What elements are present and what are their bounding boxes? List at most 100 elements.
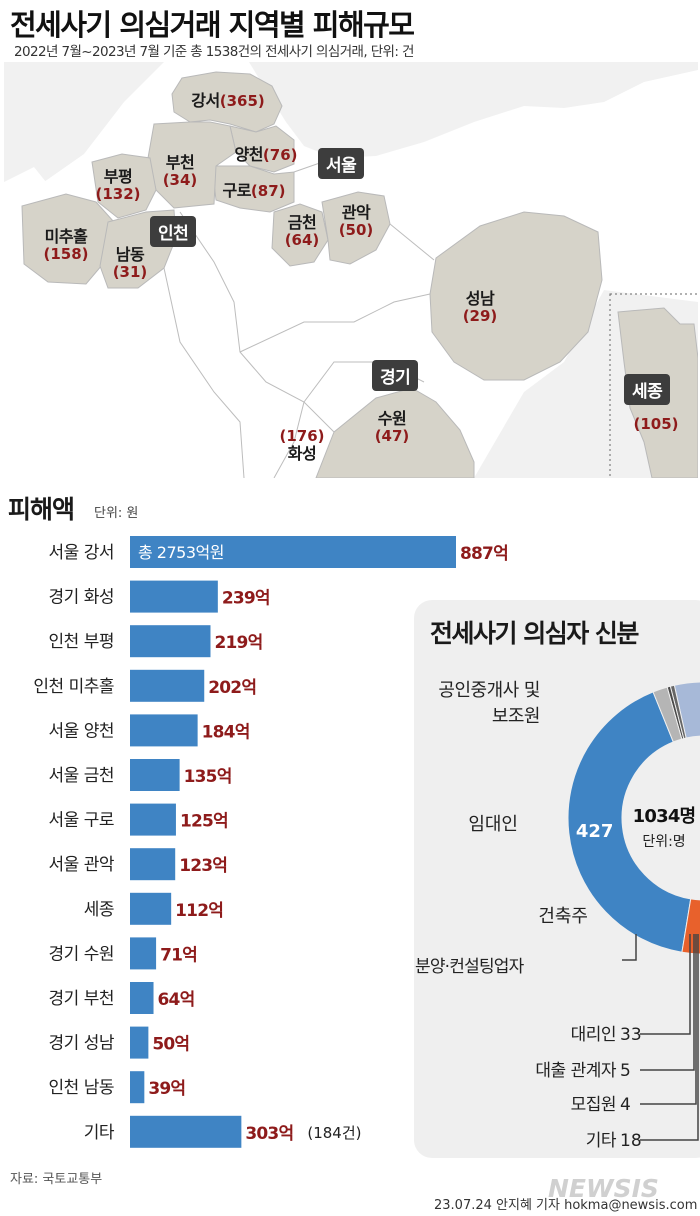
region-label-suwon: 수원 (47) [375,410,410,445]
region-count: (132) [95,184,141,203]
region-count: (50) [338,220,374,239]
donut-slice-label: 기타 [586,1131,617,1151]
region-count: (34) [162,170,198,189]
region-count: (29) [462,306,498,325]
leader-line [622,934,637,961]
donut-center-value: 1034명 [633,806,696,827]
credit-line: 23.07.24 안지혜 기자 hokma@newsis.com [434,1198,698,1213]
area-label-incheon: 인천 [150,216,197,247]
region-count: (158) [43,244,89,263]
chart-subtitle: 2022년 7월~2023년 7월 기준 총 1538건의 전세사기 의심거래,… [14,44,414,60]
bar-category-label: 세종 [84,900,114,920]
bar [130,536,456,568]
bar-category-label: 경기 화성 [49,588,114,608]
region-label-hwaseong: (176) 화성 [279,428,324,463]
leader-line [640,934,699,1141]
region-name: 화성 [287,443,317,463]
newsis-watermark: NEWSIS [548,1174,659,1203]
region-name: 수원 [377,409,407,428]
donut-slice-label: 대리인 [571,1025,616,1045]
bar [130,1071,145,1104]
region-label-bupyeong: 부평 (132) [95,168,140,203]
map-shapes [4,62,698,478]
leader-line [640,934,691,1035]
bar-category-label: 서울 관악 [49,855,115,875]
region-count: (64) [284,230,320,249]
region-label-yangcheon: 양천(76) [234,146,297,164]
bar [130,982,154,1014]
region-name: 미추홀 [44,227,88,246]
region-name: 양천 [234,145,263,164]
sejong-inset-frame [609,293,698,478]
bar [130,714,198,747]
bar [130,892,172,925]
region-label-geumcheon: 금천 (64) [285,214,320,249]
region-label-gangseo: 강서(365) [191,92,264,110]
region-name: 관악 [341,203,371,222]
region-name: 구로 [222,181,251,200]
bar-category-label: 서울 강서 [49,543,114,563]
bar [130,625,211,658]
bar-category-label: 서울 양천 [49,721,114,741]
region-count: (105) [633,415,679,433]
bar-value-label: 71억 [160,945,197,965]
donut-slice-label: 건축주 [538,906,588,927]
region-label-seongnam: 성남 (29) [463,290,498,325]
bar-category-label: 기타 [84,1123,115,1143]
donut-slice-value: 5 [620,1061,631,1081]
han-river [249,62,698,158]
bar [130,803,176,836]
region-shape-seongnam [429,211,603,381]
donut-slice-label: 임대인 [468,814,518,835]
donut-slice [652,686,683,743]
area-label-gyeonggi: 경기 [372,360,419,391]
bar-total-label: 총 2753억원 [138,543,224,562]
bar-value-label: 125억 [180,812,228,832]
bar-value-label: 64억 [158,990,195,1010]
donut-slice-label: 모집원 [571,1095,616,1115]
bar-category-label: 경기 성남 [49,1034,115,1054]
donut-slice-value: 427 [576,821,614,842]
area-label-sejong: 세종 [624,374,671,405]
bar [130,937,157,970]
chart-title: 전세사기 의심거래 지역별 피해규모 [10,8,415,42]
region-count: (76) [262,146,298,164]
bar-category-label: 서울 구로 [49,811,114,831]
region-count: (31) [112,262,148,281]
region-label-guro: 구로(87) [222,182,285,200]
donut-slice-label: 공인중개사 및 [438,680,540,701]
region-shape-guro [211,165,295,213]
bar [130,1115,242,1148]
donut-slice-value: 33 [620,1025,642,1045]
bar-extra-note: (184건) [307,1124,361,1142]
district-borders [163,157,435,478]
region-count: (176) [279,427,325,445]
region-label-michuhol: 미추홀 (158) [43,228,88,263]
region-shape-geumcheon [271,203,329,267]
bar-category-label: 인천 부평 [49,632,114,652]
bar-category-label: 인천 미추홀 [33,677,114,697]
damage-unit: 단위: 원 [94,506,139,521]
region-label-namdong: 남동 (31) [113,246,148,281]
bar-category-label: 경기 부천 [49,989,114,1009]
donut-title: 전세사기 의심자 신분 [430,619,639,648]
bar [130,1026,149,1059]
damage-title: 피해액 [8,495,75,524]
source-note: 자료: 국토교통부 [10,1172,103,1187]
bar-category-label: 경기 수원 [49,944,114,964]
donut-center-unit: 단위:명 [642,834,685,850]
bar-value-label: 135억 [184,767,232,787]
bar-value-label: 123억 [179,856,227,876]
bar-value-label: 184억 [202,722,250,742]
region-name: 강서 [191,91,220,110]
region-count: (365) [219,92,265,110]
bar [130,669,205,702]
region-map: 서울 인천 경기 세종 강서(365) 양천(76) 구로(87) 부천 (34)… [4,62,698,478]
bar-value-label: 39억 [148,1079,185,1099]
region-name: 금천 [287,213,317,232]
donut-slice-label: 분양·컨설팅업자 [415,957,525,977]
bar-value-label: 219억 [214,633,262,653]
